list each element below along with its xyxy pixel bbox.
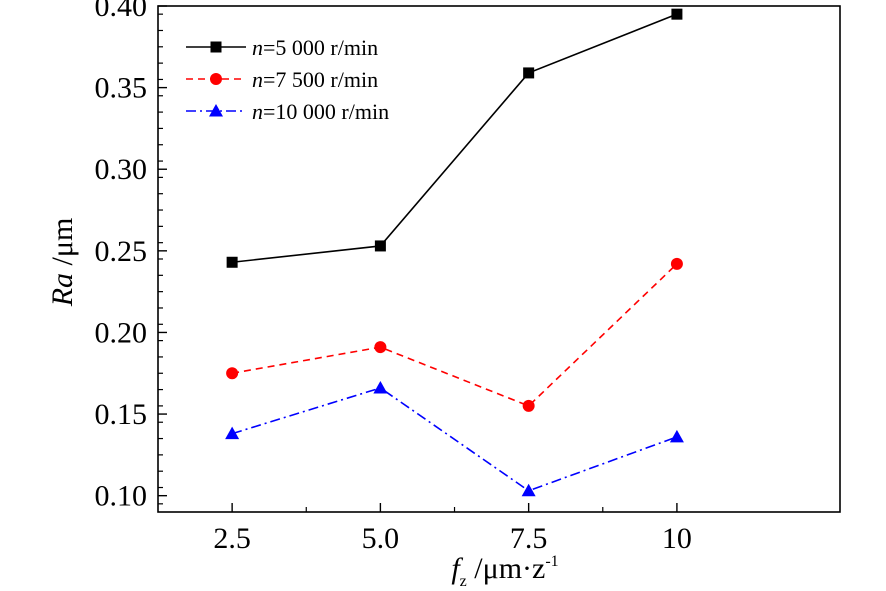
y-tick-label: 0.15 bbox=[95, 398, 148, 431]
y-tick-label: 0.40 bbox=[95, 0, 148, 23]
data-point-marker bbox=[521, 483, 536, 497]
legend-label: n=7 500 r/min bbox=[252, 67, 378, 92]
y-tick-label: 0.30 bbox=[95, 153, 148, 186]
data-point-marker bbox=[671, 8, 683, 20]
data-point-marker bbox=[523, 67, 535, 79]
data-point-marker bbox=[522, 399, 535, 412]
data-point-marker bbox=[669, 429, 684, 443]
x-tick-label: 2.5 bbox=[213, 522, 251, 555]
data-point-marker bbox=[226, 367, 239, 380]
y-tick-label: 0.25 bbox=[95, 235, 148, 268]
legend: n=5 000 r/min n=7 500 r/min n=10 000 r/min bbox=[186, 35, 389, 124]
series-line bbox=[232, 13, 678, 264]
legend-marker bbox=[210, 73, 222, 85]
x-tick-label: 10 bbox=[662, 522, 692, 555]
data-point-marker bbox=[670, 257, 683, 270]
legend-label: n=5 000 r/min bbox=[252, 35, 378, 60]
y-axis: 0.10 0.15 0.20 0.25 0.30 0.35 0.40 bbox=[95, 0, 167, 513]
legend-label: n=10 000 r/min bbox=[252, 99, 389, 124]
x-axis: 2.5 5.0 7.5 10 bbox=[213, 503, 692, 555]
x-axis-label: fz /μm·z-1 bbox=[451, 552, 558, 590]
series-line bbox=[231, 387, 678, 492]
data-point-marker bbox=[374, 341, 387, 354]
legend-marker bbox=[209, 104, 223, 117]
y-tick-label: 0.35 bbox=[95, 72, 148, 105]
series-line bbox=[231, 263, 678, 407]
legend-marker bbox=[210, 41, 222, 53]
x-tick-label: 7.5 bbox=[510, 522, 548, 555]
y-tick-label: 0.20 bbox=[95, 316, 148, 349]
data-point-marker bbox=[226, 256, 238, 268]
data-point-marker bbox=[225, 426, 240, 440]
y-tick-label: 0.10 bbox=[95, 480, 148, 513]
data-point-marker bbox=[374, 240, 386, 252]
x-tick-label: 5.0 bbox=[362, 522, 400, 555]
series-layer bbox=[225, 8, 684, 497]
data-point-marker bbox=[373, 380, 388, 394]
y-axis-label: Ra /μm bbox=[46, 218, 79, 308]
